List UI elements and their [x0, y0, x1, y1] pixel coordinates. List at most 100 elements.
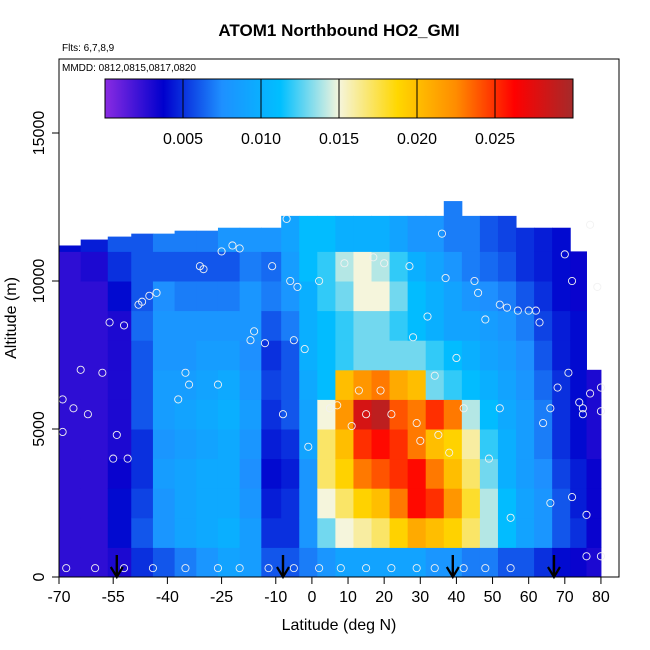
heatmap-cell: [281, 517, 300, 548]
heatmap-cell: [407, 458, 427, 489]
heatmap-cell: [281, 369, 300, 400]
colorbar-tick-label: 0.005: [163, 131, 203, 148]
heatmap-cell: [335, 458, 354, 489]
observation-point: [376, 386, 385, 395]
heatmap-cell: [570, 429, 587, 460]
heatmap-cell: [389, 251, 409, 282]
observation-point: [596, 552, 605, 561]
heatmap-cell: [281, 458, 300, 489]
heatmap-cell: [497, 429, 517, 460]
heatmap-cell: [425, 399, 445, 430]
heatmap-cell: [479, 251, 499, 282]
heatmap-cell: [239, 227, 262, 252]
heatmap-cell: [443, 458, 463, 489]
heatmap-cell: [479, 488, 499, 519]
heatmap-cell: [80, 547, 109, 577]
heatmap-cell: [317, 399, 336, 430]
heatmap-cell: [534, 227, 553, 252]
heatmap-cell: [443, 340, 463, 371]
heatmap-cell: [552, 310, 571, 341]
observation-point: [445, 448, 454, 457]
heatmap-cell: [281, 340, 300, 371]
observation-point: [354, 386, 363, 395]
heatmap-cell: [461, 310, 481, 341]
heatmap-cell: [131, 488, 154, 519]
heatmap-cell: [371, 340, 391, 371]
heatmap-cell: [425, 340, 445, 371]
heatmap-cell: [497, 369, 517, 400]
heatmap-cell: [152, 233, 176, 252]
heatmap-cell: [174, 310, 197, 341]
heatmap-cell: [317, 458, 336, 489]
heatmap-cell: [80, 239, 109, 252]
heatmap-cell: [461, 399, 481, 430]
heatmap-cell: [80, 369, 109, 400]
observation-point: [250, 327, 259, 336]
heatmap-cell: [389, 399, 409, 430]
observation-point: [586, 389, 595, 398]
heatmap-cell: [371, 547, 391, 577]
colorbar-tick-label: 0.020: [397, 131, 437, 148]
observation-point: [405, 262, 414, 271]
observation-point: [481, 315, 490, 324]
observation-point: [582, 510, 591, 519]
heatmap-cell: [196, 547, 219, 577]
observation-point: [282, 214, 291, 223]
heatmap-cell: [335, 310, 354, 341]
heatmap-cell: [217, 369, 241, 400]
observation-point: [380, 259, 389, 268]
heatmap-cell: [407, 215, 427, 252]
heatmap-cell: [479, 369, 499, 400]
observation-point: [578, 410, 587, 419]
heatmap-cell: [196, 488, 219, 519]
heatmap-cell: [217, 517, 241, 548]
heatmap-cell: [59, 399, 82, 430]
heatmap-cell: [217, 429, 241, 460]
heatmap-cell: [425, 369, 445, 400]
heatmap-cell: [174, 230, 197, 252]
heatmap-cell: [443, 399, 463, 430]
heatmap-cell: [174, 429, 197, 460]
heatmap-cell: [299, 310, 318, 341]
observation-point: [495, 404, 504, 413]
heatmap-cell: [152, 281, 176, 312]
heatmap-cell: [80, 340, 109, 371]
heatmap-cell: [335, 369, 354, 400]
heatmap-cell: [534, 340, 553, 371]
heatmap-cell: [552, 547, 571, 577]
heatmap-cell: [131, 281, 154, 312]
heatmap-cell: [239, 429, 262, 460]
heatmap-cell: [353, 488, 373, 519]
heatmap-cell: [196, 230, 219, 252]
x-tick-label: -70: [47, 589, 70, 606]
heatmap-cell: [516, 281, 535, 312]
heatmap-cell: [59, 340, 82, 371]
heatmap-cell: [552, 340, 571, 371]
y-axis-label: Altitude (m): [3, 277, 20, 359]
heatmap-cell: [80, 517, 109, 548]
heatmap-cell: [317, 547, 336, 577]
observation-point: [502, 303, 512, 312]
observation-point: [109, 454, 118, 463]
heatmap-cell: [479, 340, 499, 371]
heatmap-cell: [239, 517, 262, 548]
heatmap-cell: [552, 281, 571, 312]
heatmap-cell: [534, 429, 553, 460]
x-tick-label: 10: [339, 589, 357, 606]
observation-point: [228, 241, 237, 250]
heatmap-cell: [407, 251, 427, 282]
observation-point: [459, 564, 468, 573]
heatmap-cell: [281, 310, 300, 341]
heatmap-cell: [239, 488, 262, 519]
observation-point: [387, 564, 396, 573]
heatmap-cell: [389, 215, 409, 252]
observation-point: [430, 564, 439, 573]
heatmap-cell: [261, 547, 282, 577]
heatmap-cell: [407, 517, 427, 548]
heatmap-cell: [516, 517, 535, 548]
heatmap-cell: [196, 399, 219, 430]
heatmap-cell: [217, 227, 241, 252]
heatmap-cell: [570, 310, 587, 341]
y-tick-label: 10000: [31, 259, 48, 304]
dates-note: MMDD: 0812,0815,0817,0820: [62, 63, 196, 74]
